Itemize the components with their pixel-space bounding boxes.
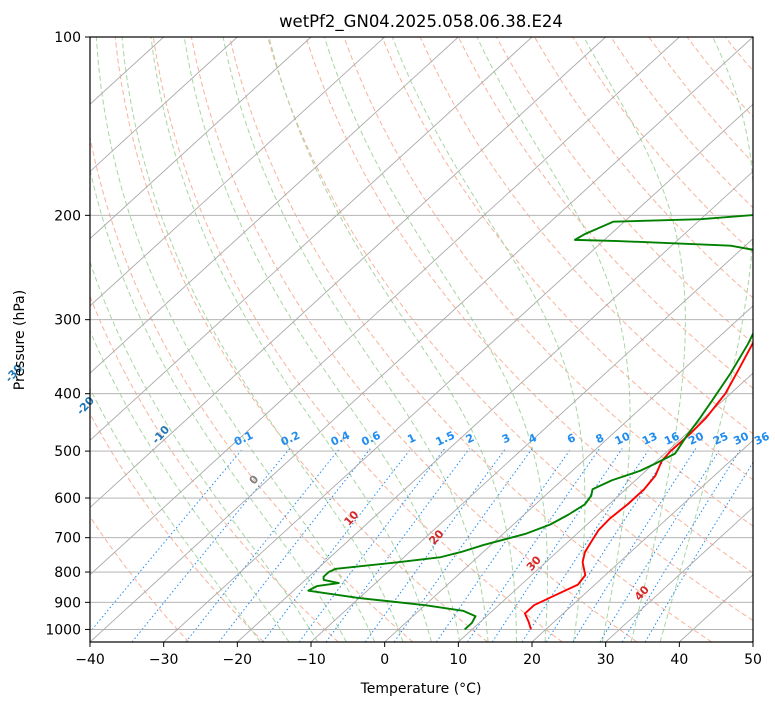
y-tick-label: 1000 bbox=[45, 622, 81, 638]
isotherm-line bbox=[163, 103, 753, 642]
mixing-ratio-label: 30 bbox=[731, 429, 751, 447]
isobars bbox=[90, 37, 753, 630]
x-tick-label: −40 bbox=[75, 652, 105, 668]
mixing-ratio-label: 36 bbox=[752, 429, 772, 447]
mixing-ratio-line bbox=[521, 448, 650, 642]
dry-adiabat-line bbox=[419, 37, 753, 435]
moist-adiabat-line bbox=[183, 37, 461, 642]
isotherm-line bbox=[90, 37, 459, 374]
dry-adiabat-line bbox=[267, 37, 753, 622]
mixing-ratio-line bbox=[491, 448, 623, 642]
dry-adiabat-line bbox=[152, 37, 563, 642]
dry-adiabat-line bbox=[457, 37, 753, 389]
y-tick-label: 900 bbox=[54, 595, 81, 611]
moist-adiabat-line bbox=[90, 167, 347, 642]
x-tick-label: 10 bbox=[449, 652, 467, 668]
y-tick-label: 800 bbox=[54, 565, 81, 581]
x-tick-label: 40 bbox=[670, 652, 688, 668]
x-tick-label: −10 bbox=[296, 652, 326, 668]
y-axis: 100 200 300 400 500 600 700 800 900 1000 bbox=[45, 30, 90, 638]
mixing-ratio-line bbox=[621, 448, 742, 642]
isotherm-line bbox=[237, 170, 753, 642]
mixing-ratio-line bbox=[572, 448, 697, 642]
x-tick-label: 30 bbox=[597, 652, 615, 668]
y-tick-label: 100 bbox=[54, 30, 81, 46]
moist-adiabat-line bbox=[583, 37, 686, 642]
y-tick-label: 300 bbox=[54, 313, 81, 329]
x-tick-label: 50 bbox=[744, 652, 762, 668]
mixing-ratio-label: 20 bbox=[686, 429, 706, 447]
isotherms bbox=[90, 37, 753, 642]
x-axis-label: Temperature (°C) bbox=[360, 681, 482, 697]
moist-adiabat-line bbox=[90, 387, 261, 642]
mixing-ratio-line bbox=[364, 448, 507, 642]
x-axis: −40 −30 −20 −10 0 10 20 30 40 50 bbox=[75, 642, 762, 668]
isotherm-line bbox=[458, 372, 753, 642]
moist-adiabat-line bbox=[476, 37, 631, 642]
isotherm-line bbox=[90, 37, 606, 509]
isotherm-line bbox=[90, 37, 312, 240]
x-tick-label: 20 bbox=[523, 652, 541, 668]
moist-adiabat-line bbox=[659, 37, 753, 642]
isotherm-line bbox=[310, 238, 753, 642]
moist-adiabat-line bbox=[90, 260, 319, 642]
mixing-ratio-label: 16 bbox=[662, 429, 682, 447]
isotherm-line bbox=[531, 439, 753, 642]
chart-title: wetPf2_GN04.2025.058.06.38.E24 bbox=[279, 12, 563, 32]
mixing-ratio-label: 10 bbox=[613, 429, 633, 447]
moist-adiabat-line bbox=[391, 37, 586, 642]
y-tick-label: 700 bbox=[54, 531, 81, 547]
isotherm-line bbox=[90, 37, 385, 307]
y-tick-label: 200 bbox=[54, 208, 81, 224]
profiles bbox=[307, 214, 753, 631]
dry-adiabat-line bbox=[381, 37, 753, 481]
dry-adiabat-line bbox=[343, 37, 753, 527]
moist-adiabat-line bbox=[121, 37, 404, 642]
moist-adiabats bbox=[90, 37, 753, 642]
isotherm-line bbox=[90, 37, 753, 642]
moist-adiabat-line bbox=[150, 37, 432, 642]
x-tick-label: 0 bbox=[380, 652, 389, 668]
mixing-ratio-line bbox=[599, 448, 721, 642]
y-tick-label: 500 bbox=[54, 444, 81, 460]
temperature-profile-line bbox=[523, 340, 753, 630]
y-axis-label: Pressure (hPa) bbox=[12, 290, 28, 390]
isotherm-line bbox=[90, 37, 680, 576]
mixing-ratio-label: 25 bbox=[711, 430, 730, 448]
plot-frame bbox=[89, 36, 754, 643]
moist-adiabat-line bbox=[268, 37, 517, 642]
x-tick-label: −30 bbox=[149, 652, 179, 668]
dry-adiabat-line bbox=[90, 412, 264, 642]
moist-adiabat-line bbox=[90, 329, 290, 642]
mixing-ratio-line bbox=[325, 448, 470, 642]
dry-adiabat-line bbox=[305, 37, 753, 574]
y-tick-label: 400 bbox=[54, 387, 81, 403]
mixing-ratio-line bbox=[467, 448, 600, 642]
moist-adiabat-line bbox=[222, 37, 489, 642]
dewpoint-profile-line bbox=[307, 214, 753, 631]
isotherm-line bbox=[90, 37, 533, 441]
x-tick-label: −20 bbox=[223, 652, 253, 668]
mixing-ratio-line bbox=[436, 448, 572, 642]
plot-area bbox=[90, 37, 753, 642]
isotherm-line bbox=[605, 506, 753, 642]
dry-adiabat-line bbox=[114, 37, 488, 642]
dry-adiabat-line bbox=[229, 37, 713, 642]
isotherm-line bbox=[90, 37, 238, 173]
mixing-ratio-line bbox=[545, 448, 673, 642]
dry-adiabat-line bbox=[495, 37, 753, 344]
mixing-ratio-line bbox=[185, 448, 341, 642]
dry-adiabat-line bbox=[534, 37, 753, 299]
mixing-ratio-label: 13 bbox=[640, 430, 659, 448]
y-tick-label: 600 bbox=[54, 491, 81, 507]
